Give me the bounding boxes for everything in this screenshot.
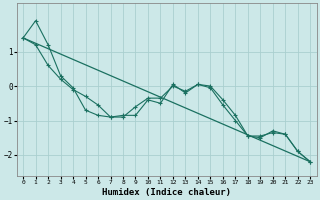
X-axis label: Humidex (Indice chaleur): Humidex (Indice chaleur) bbox=[102, 188, 231, 197]
